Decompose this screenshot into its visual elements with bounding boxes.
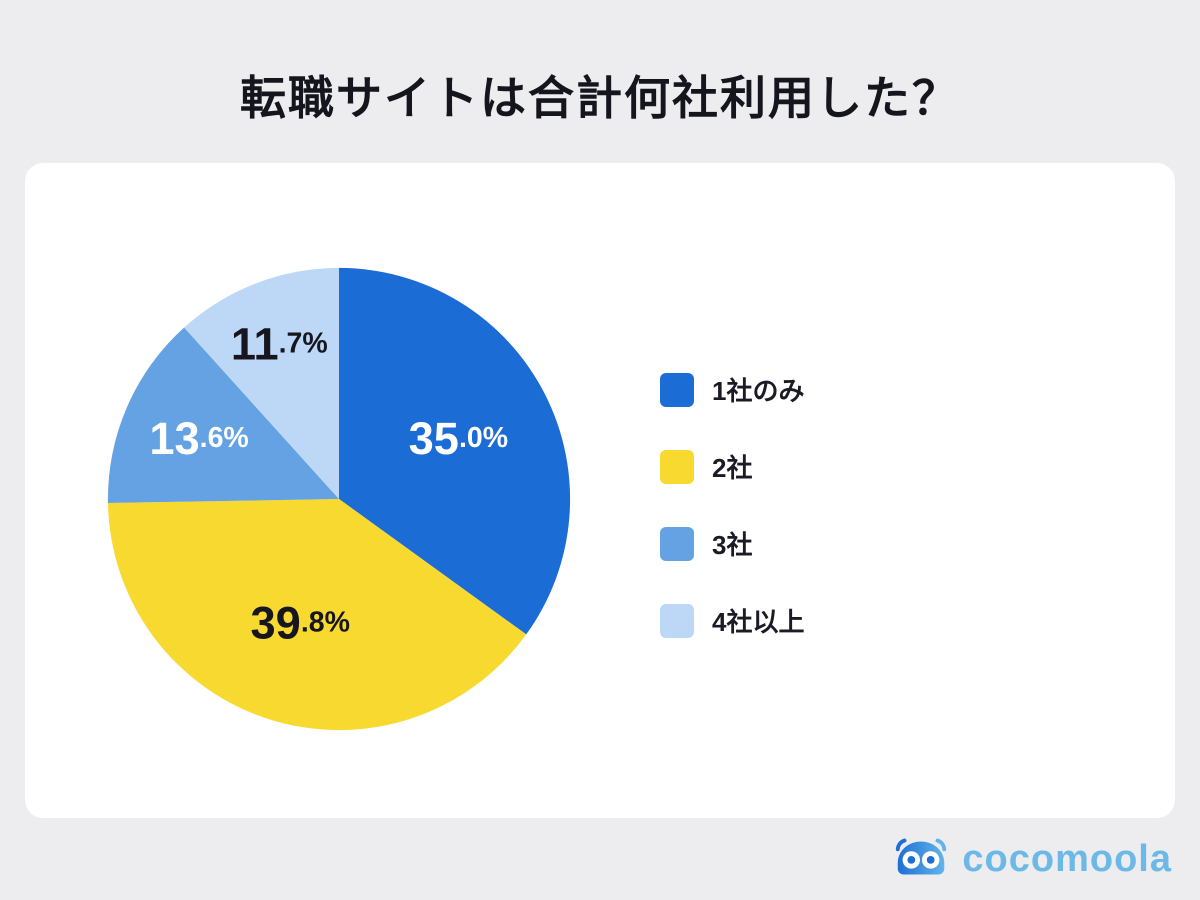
pie-slice-3 (184, 267, 339, 499)
cocomoola-logo-icon (890, 833, 952, 886)
pie-chart-container: 35.0% 39.8% 13.6% 11.7% (103, 263, 575, 735)
pie-label-2: 13.6% (149, 413, 248, 464)
legend-label-0: 1社のみ (712, 376, 805, 406)
legend-swatch-0 (660, 372, 694, 407)
chart-title: 転職サイトは合計何社利用した？ (240, 72, 960, 124)
legend-swatch-3 (660, 603, 694, 638)
pie-slice-0 (339, 267, 571, 635)
legend-label-3: 4社以上 (712, 607, 805, 637)
legend-item-2: 3社 (660, 525, 804, 562)
legend: 1社のみ 2社 3社 4社以上 (660, 371, 804, 639)
pie-label-3: 11.7% (231, 318, 328, 369)
chart-card: 35.0% 39.8% 13.6% 11.7% 1社のみ 2社 3社 4社以上 (25, 163, 1175, 818)
pie-slice-2 (107, 327, 339, 503)
legend-label-2: 3社 (712, 530, 753, 560)
pie-chart: 35.0% 39.8% 13.6% 11.7% (107, 267, 571, 731)
logo: cocomoola (890, 833, 1172, 886)
logo-text: cocomoola (962, 838, 1172, 880)
legend-item-3: 4社以上 (660, 602, 804, 639)
pie-label-0: 35.0% (409, 413, 508, 464)
legend-item-1: 2社 (660, 448, 804, 485)
legend-swatch-2 (660, 526, 694, 561)
pie-label-1: 39.8% (251, 597, 350, 648)
legend-item-0: 1社のみ (660, 371, 804, 408)
legend-label-1: 2社 (712, 453, 753, 483)
legend-swatch-1 (660, 449, 694, 484)
pie-slice-1 (107, 499, 527, 731)
